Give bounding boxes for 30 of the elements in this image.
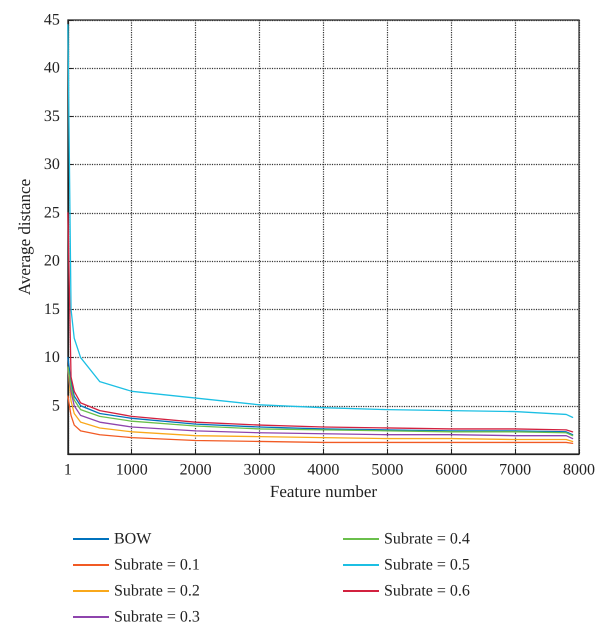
y-tick-label: 40 [44,60,60,77]
line-series [67,212,574,432]
x-tick-label: 7000 [499,462,532,478]
x-tick-label: 5000 [371,462,404,478]
legend-label: Subrate = 0.6 [384,582,470,600]
x-tick-label: 1 [64,462,72,478]
legend-label: BOW [114,530,152,548]
y-axis-title: Average distance [15,178,34,296]
line-series [67,24,574,418]
x-tick-label: 3000 [244,462,276,478]
x-tick-label: 2000 [180,462,212,478]
legend-label: Subrate = 0.2 [114,582,200,600]
y-tick-label: 35 [44,108,60,125]
legend-label: Subrate = 0.3 [114,608,200,626]
x-tick-label: 8000 [563,462,595,478]
y-tick-label: 20 [44,252,60,270]
x-tick-label: 4000 [307,462,340,478]
y-tick-label: 10 [44,349,60,366]
y-tick-label: 30 [44,156,60,174]
x-tick-label: 1000 [116,462,148,478]
legend-label: Subrate = 0.5 [384,556,470,574]
legend-label: Subrate = 0.1 [114,556,200,574]
y-tick-label: 45 [44,12,60,28]
y-tick-label: 5 [52,397,60,414]
x-tick-label: 6000 [435,462,468,478]
line-series [67,395,574,444]
y-tick-label: 15 [44,300,60,318]
x-axis-title: Feature number [270,482,378,501]
legend-label: Subrate = 0.4 [384,530,470,548]
y-tick-label: 25 [44,204,60,222]
